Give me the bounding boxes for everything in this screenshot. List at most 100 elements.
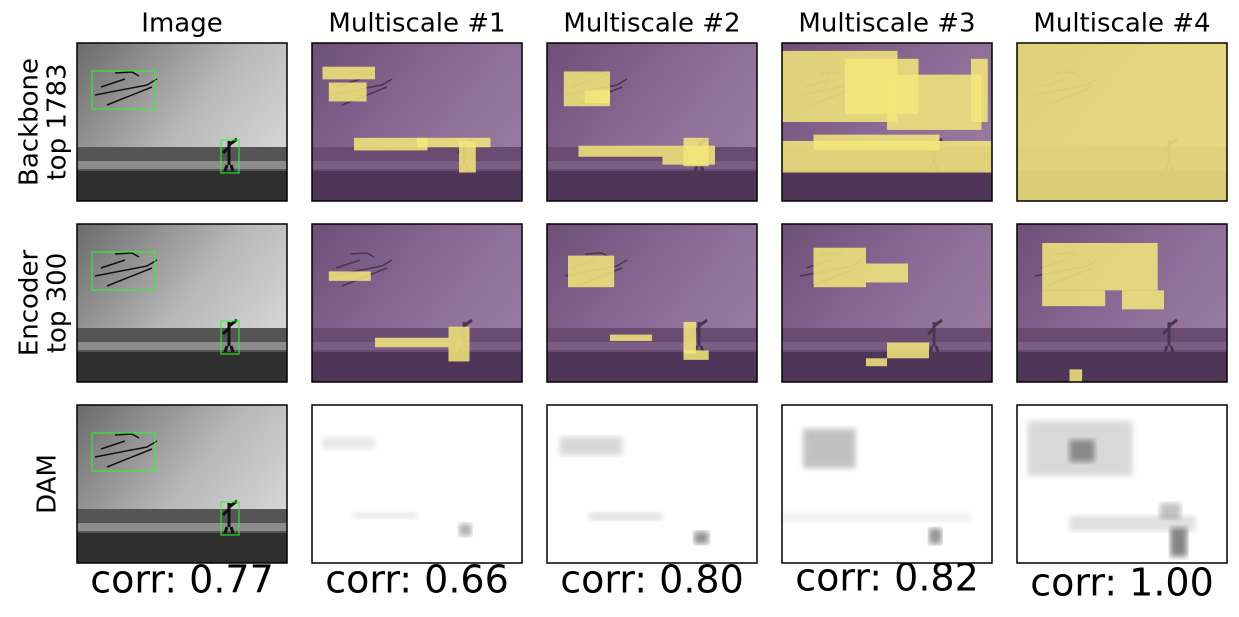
beach <box>77 171 287 201</box>
attention-patch <box>1042 242 1158 291</box>
panel-border <box>546 223 758 383</box>
bbox <box>220 139 240 174</box>
attention-patch <box>1122 290 1164 310</box>
surf <box>77 161 287 169</box>
person <box>1161 318 1178 353</box>
attention-patch <box>584 90 610 104</box>
panel <box>311 223 523 383</box>
panel-border <box>781 404 993 564</box>
person <box>926 318 943 353</box>
kite <box>94 71 158 106</box>
panel-border <box>311 42 523 202</box>
heat-blob <box>782 512 971 522</box>
person <box>221 499 238 534</box>
panel <box>781 223 993 383</box>
row-label: Backbone <box>15 58 45 186</box>
panel-border <box>781 223 993 383</box>
panel <box>781 404 993 564</box>
corr-label: corr: 0.66 <box>325 558 509 602</box>
panel <box>781 42 993 202</box>
column-header: Image <box>141 9 222 39</box>
surf <box>77 523 287 531</box>
heat-blob <box>322 436 375 450</box>
panel <box>76 42 288 202</box>
heat-blob <box>1159 502 1181 519</box>
attention-patch <box>971 58 988 122</box>
person <box>221 137 238 172</box>
panel <box>76 223 288 383</box>
panel-border <box>76 404 288 564</box>
heatmap-bg <box>312 405 522 563</box>
panel <box>1016 42 1228 202</box>
surf <box>77 342 287 350</box>
attention-patch <box>375 337 449 348</box>
bbox <box>91 432 156 472</box>
heat-blob <box>1069 439 1095 462</box>
bbox <box>220 320 240 355</box>
attention-patch <box>683 321 697 354</box>
beach <box>547 171 757 201</box>
kite <box>94 433 158 468</box>
panel-border <box>1016 42 1228 202</box>
attention-patch <box>683 350 709 360</box>
heat-blob <box>354 512 417 519</box>
panel <box>311 42 523 202</box>
attention-patch <box>322 66 375 80</box>
beach <box>77 352 287 382</box>
heat-blob <box>694 531 709 545</box>
column-header: Multiscale #2 <box>563 9 740 39</box>
panel <box>546 404 758 564</box>
panel <box>546 223 758 383</box>
panel-border <box>76 42 288 202</box>
panel-border <box>546 404 758 564</box>
beach <box>312 352 522 382</box>
heat-blob <box>1069 515 1196 532</box>
surf <box>547 342 757 350</box>
attention-patch <box>354 137 428 151</box>
panel-border <box>1016 404 1228 564</box>
corr-label: corr: 0.80 <box>560 558 744 602</box>
surf <box>1017 342 1227 350</box>
attention-patch <box>417 137 491 148</box>
panel <box>1016 223 1228 383</box>
beach <box>77 533 287 563</box>
column-header: Multiscale #3 <box>798 9 975 39</box>
heat-blob <box>559 436 623 456</box>
person <box>221 318 238 353</box>
attention-patch <box>610 334 652 341</box>
bbox <box>220 501 240 536</box>
attention-patch <box>568 255 615 288</box>
heat-blob <box>589 512 663 521</box>
panel-border <box>311 404 523 564</box>
surf <box>312 161 522 169</box>
attention-patch <box>1069 369 1083 382</box>
bbox <box>91 251 156 291</box>
column-header: Multiscale #4 <box>1033 9 1210 39</box>
heat-blob <box>803 428 856 469</box>
attention-patch <box>1042 290 1106 307</box>
panel-border <box>781 42 993 202</box>
kite <box>94 252 158 287</box>
attention-patch <box>328 271 371 281</box>
panel-border <box>76 223 288 383</box>
panel-border <box>311 223 523 383</box>
attention-patch <box>813 134 940 151</box>
corr-label: corr: 1.00 <box>1030 561 1214 605</box>
row-label: top 300 <box>43 253 73 354</box>
surf <box>547 161 757 169</box>
attention-patch <box>683 137 709 167</box>
row-label: DAM <box>33 454 63 514</box>
heat-blob <box>459 523 472 537</box>
attention-patch <box>578 145 663 157</box>
panel-border <box>1016 223 1228 383</box>
attention-patch <box>887 74 982 130</box>
beach <box>312 171 522 201</box>
beach <box>782 171 992 201</box>
row-label: Encoder <box>15 250 45 357</box>
panel <box>76 404 288 564</box>
beach <box>547 352 757 382</box>
attention-patch <box>887 342 929 359</box>
panel <box>311 404 523 564</box>
heatmap-bg <box>547 405 757 563</box>
